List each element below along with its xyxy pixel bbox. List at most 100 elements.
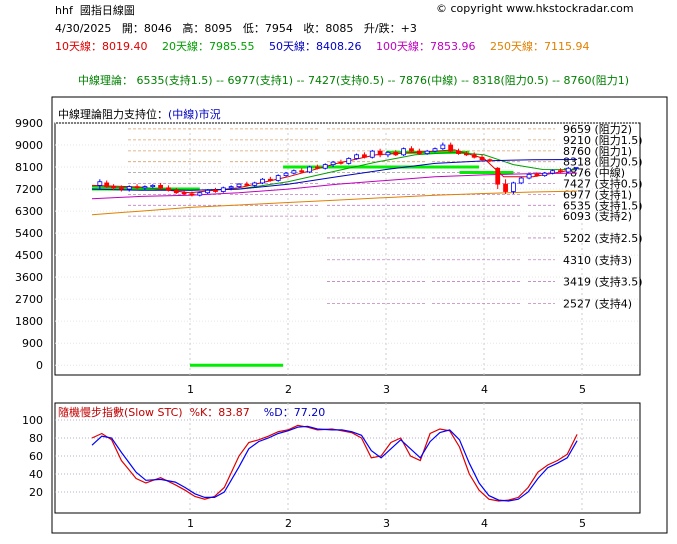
moving-average-line [91,172,578,200]
stc-x-tick-label: 5 [579,517,586,530]
candle-body [526,173,532,179]
candle-body [126,186,132,190]
stc-y-tick-label: 60 [29,450,43,463]
chart-title: 國指日線圖 [79,4,135,17]
header-row-1: hhf 國指日線圖 [55,2,135,18]
level-label: 6093 (支持2) [563,209,632,223]
candle-body [181,192,187,195]
level-label: 8318 (阻力0.5) [563,156,643,169]
stc-x-tick-label: 2 [285,517,292,530]
candle-body [134,186,140,189]
candle-body [401,148,407,156]
candle-body [385,151,391,156]
high-label: 高 [182,22,194,35]
candle-body [244,183,250,186]
candle-body [518,177,524,184]
candle-body [205,189,211,194]
open-label: 開 [121,22,133,35]
price-x-tick-label: 5 [579,383,586,396]
price-y-tick-label: 7200 [15,183,43,196]
candle-body [503,183,508,192]
level-label: 7876 (中線) [563,166,625,180]
ma20-legend: 20天線：7985.55 [162,40,255,53]
price-y-tick-label: 0 [36,359,43,372]
candle-body [409,148,414,152]
candle-body [97,181,103,186]
ma100-legend: 100天線：7853.96 [376,40,476,53]
candle-body [487,159,493,162]
candle-body [275,175,281,181]
stc-panel-frame [54,402,641,514]
candle-body [330,161,336,165]
moving-average-line [91,149,578,194]
stc-line [91,425,578,502]
ma-legend: 10天線：8019.40 20天線：7985.55 50天線：8408.26 1… [55,38,594,54]
candle-body [150,184,156,188]
panel-label-mid: (中線) [168,108,199,121]
candle-body [354,154,360,159]
candle-body [448,144,454,152]
outer-frame [51,96,668,534]
candle-body [267,178,273,181]
candle-body [338,161,344,164]
candle-body [252,182,258,186]
candle-body [283,172,289,177]
candle-body [314,166,320,169]
candle-body [440,144,446,150]
candle-body [189,193,195,196]
ma250-legend: 250天線：7115.94 [490,40,590,53]
stc-title: 隨機慢步指數(Slow STC) [58,406,183,419]
ma10-legend: 10天線：8019.40 [55,40,148,53]
stc-y-tick-label: 20 [29,486,43,499]
candle-body [173,189,179,194]
candle-body [573,167,579,169]
stc-k-label: %K： [189,406,219,419]
level-label: 6977 (支持1) [563,188,632,202]
panel-label-prefix: 中線理論阻力支持位： [58,108,168,121]
copyright-text: copyright www.hkstockradar.com [450,2,634,15]
header-row-2: 4/30/2025 開：8046 高：8095 低：7954 收：8085 升/… [55,22,417,35]
panel-label-suffix: 市況 [198,108,221,121]
candle-body [369,150,375,158]
copyright-icon: © [436,2,447,15]
price-y-tick-label: 8100 [15,161,43,174]
candle-body [558,170,563,173]
candle-body [142,186,148,189]
stc-x-tick-label: 4 [481,517,488,530]
candle-body [213,189,218,192]
candle-body [456,150,461,154]
ma50-legend: 50天線：8408.26 [269,40,362,53]
level-label: 3419 (支持3.5) [563,275,643,289]
candle-body [550,170,555,174]
candle-body [362,154,367,158]
candle-body [307,166,312,173]
candle-body [510,182,516,192]
price-y-tick-label: 5400 [15,227,43,240]
candle-body [432,148,438,152]
candle-body [542,172,548,177]
close-value: 8085 [325,22,354,35]
candle-body [228,186,234,189]
candle-body [393,151,399,156]
change-value: +3 [400,22,417,35]
stc-x-tick-label: 1 [187,517,194,530]
low-label: 低 [242,22,254,35]
candle-body [424,150,430,154]
level-label: 2527 (支持4) [563,296,632,310]
candle-body [166,187,171,191]
level-label: 5202 (支持2.5) [563,231,643,245]
level-label: 9659 (阻力2) [563,123,632,136]
price-y-tick-label: 2700 [15,293,43,306]
change-label: 升/跌 [363,22,390,35]
candle-body [463,153,469,156]
candle-body [291,170,297,174]
candle-body [119,187,124,190]
price-y-tick-label: 900 [22,337,43,350]
price-y-tick-label: 9000 [15,139,43,152]
theory-levels-text: 中線理論： 6535(支持1.5) -- 6977(支持1) -- 7427(支… [78,74,630,87]
stc-k-value: 83.87 [218,406,250,419]
level-label: 6535 (支持1.5) [563,198,643,212]
candle-body [236,183,242,188]
candle-body [479,156,485,161]
price-panel-frame [54,122,641,376]
